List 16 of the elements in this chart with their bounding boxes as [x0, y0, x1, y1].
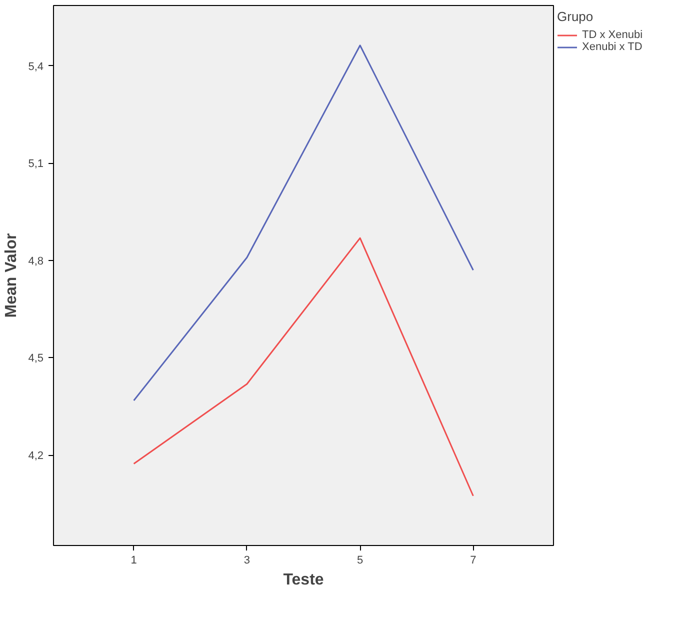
x-tick-label: 1 [130, 554, 137, 566]
y-tick-label: 5,1 [28, 158, 44, 170]
y-tick-label: 4,8 [28, 255, 44, 268]
line-series [133, 44, 474, 402]
y-axis-title: Mean Valor [3, 233, 20, 318]
legend-label: Xenubi x TD [582, 41, 642, 53]
x-tick-label: 5 [357, 554, 364, 566]
y-tick-label: 5,4 [28, 60, 44, 73]
x-tick-label: 7 [470, 554, 476, 566]
x-axis-title: Teste [283, 572, 324, 588]
y-tick-label: 4,5 [28, 352, 44, 365]
legend-title: Grupo [557, 9, 594, 24]
x-tick-label: 3 [244, 554, 250, 566]
legend-label: TD x Xenubi [582, 29, 643, 41]
y-tick-label: 4,2 [28, 450, 44, 462]
line-series [133, 237, 474, 497]
